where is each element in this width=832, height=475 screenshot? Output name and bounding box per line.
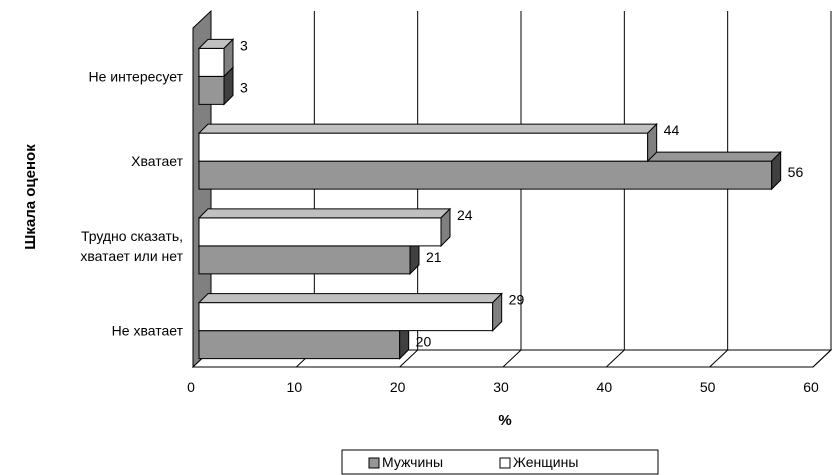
bar-women — [197, 38, 235, 78]
bar-women-top — [197, 123, 658, 134]
bar-women-side — [223, 38, 234, 78]
data-label-women: 24 — [457, 207, 473, 223]
bar-men-front — [198, 245, 411, 275]
x-axis-title: % — [498, 412, 511, 429]
data-label-men: 56 — [788, 164, 804, 180]
bar-women — [197, 292, 503, 332]
x-tick-labels: 0 10 20 30 40 50 60 — [187, 379, 819, 395]
floor-gridline — [812, 349, 832, 368]
legend-label-women: Женщины — [513, 454, 578, 470]
legend-swatch-men — [368, 457, 380, 469]
floor-gridline — [502, 349, 522, 368]
x-tick-label: 50 — [700, 379, 716, 395]
floor-gridline — [399, 349, 419, 368]
floor-gridline — [709, 349, 729, 368]
data-label-men: 21 — [426, 249, 442, 265]
x-tick-label: 60 — [803, 379, 819, 395]
category-label: Не интересует — [88, 68, 183, 84]
bar-women-front — [198, 217, 442, 247]
category-labels: Не интересует Хватает Трудно сказать, хвата… — [80, 68, 183, 338]
data-label-women: 29 — [509, 292, 525, 308]
bar-women — [197, 122, 658, 163]
x-tick-label: 10 — [287, 379, 303, 395]
x-tick-label: 40 — [597, 379, 613, 395]
data-label-women: 44 — [664, 122, 680, 138]
x-tick-label: 0 — [187, 379, 195, 395]
x-tick-label: 30 — [493, 379, 509, 395]
bar-men-front — [198, 160, 773, 190]
legend: Мужчины Женщины — [341, 449, 659, 475]
bar-women-side — [647, 122, 658, 163]
x-tick-label: 20 — [390, 379, 406, 395]
bar-men-front — [198, 75, 225, 105]
bar-women-side — [492, 292, 503, 332]
bar-women-front — [198, 132, 649, 162]
data-labels: 3 3 44 56 24 21 29 20 — [240, 37, 803, 349]
legend-swatch-women — [499, 457, 511, 469]
bar-women-side — [440, 207, 451, 248]
category-label: Не хватает — [112, 323, 184, 339]
data-label-men: 3 — [240, 79, 248, 95]
category-label: хватает или нет — [80, 248, 183, 264]
data-label-men: 20 — [416, 334, 432, 350]
category-label: Трудно сказать, — [81, 228, 183, 244]
category-label: Хватает — [131, 153, 183, 169]
bar-women-front — [198, 47, 225, 77]
data-label-women: 3 — [240, 37, 248, 53]
legend-label-men: Мужчины — [382, 454, 443, 470]
bar-women-top — [197, 208, 452, 219]
floor-gridline — [605, 349, 625, 368]
bar-men-front — [198, 330, 401, 360]
bar-men-side — [771, 150, 782, 191]
bar-women — [197, 207, 452, 248]
bars — [197, 38, 782, 360]
bar-women-front — [198, 302, 494, 332]
bar-women-top — [197, 293, 503, 304]
y-axis-title: Шкала оценок — [22, 144, 39, 250]
